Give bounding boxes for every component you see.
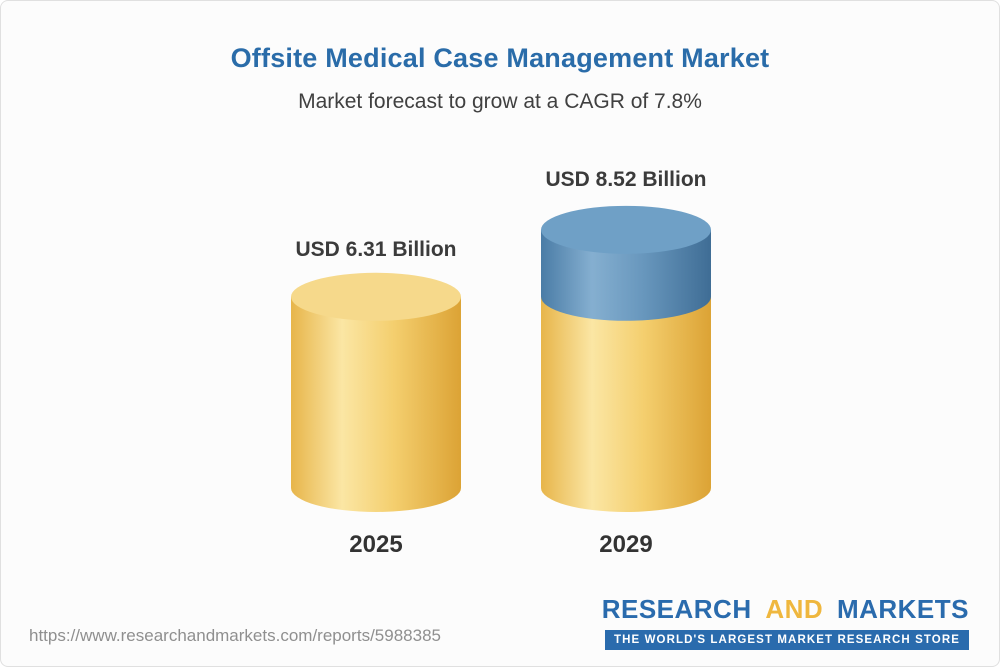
cylinder-2029 [541,205,711,512]
logo-word-markets: MARKETS [836,594,969,624]
axis-label-2029: 2029 [599,531,653,558]
logo-word-research: RESEARCH [601,594,752,624]
value-label-2025: USD 6.31 Billion [295,238,457,261]
brand-logo: RESEARCH AND MARKETS THE WORLD'S LARGEST… [602,594,969,650]
brand-logo-wordmark: RESEARCH AND MARKETS [602,594,969,625]
cylinder-2025 [291,272,461,512]
page-subtitle: Market forecast to grow at a CAGR of 7.8… [298,90,702,113]
axis-label-2025: 2025 [349,531,403,558]
chart-header: Offsite Medical Case Management Market M… [1,1,999,114]
page-title: Offsite Medical Case Management Market [230,43,770,73]
brand-logo-tagline: THE WORLD'S LARGEST MARKET RESEARCH STOR… [605,630,969,650]
logo-word-and: AND [765,594,824,624]
value-label-2029: USD 8.52 Billion [545,168,707,191]
report-url: https://www.researchandmarkets.com/repor… [29,626,441,645]
